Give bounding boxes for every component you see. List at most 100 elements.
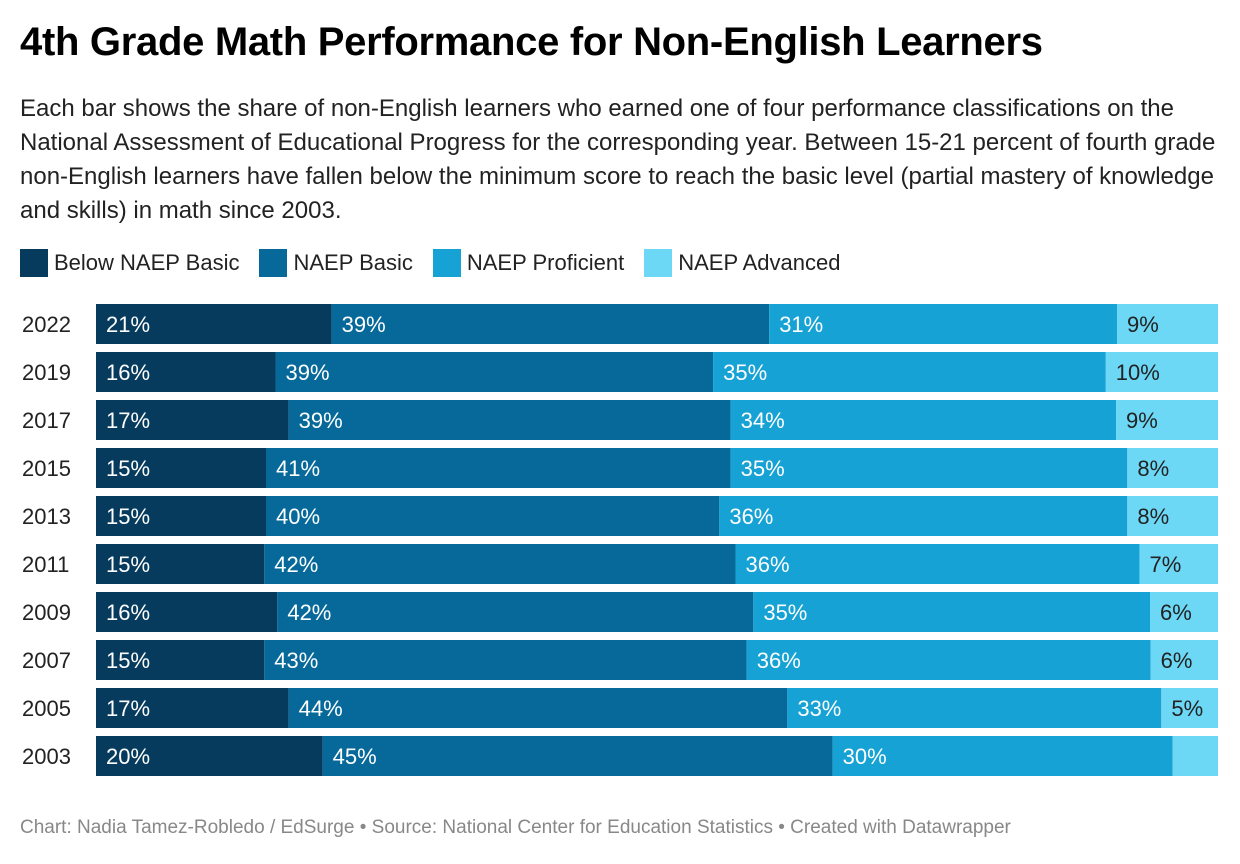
bar-segment — [288, 688, 788, 728]
data-label: 45% — [333, 744, 377, 769]
data-label: 36% — [757, 648, 801, 673]
data-label: 16% — [106, 360, 150, 385]
data-label: 16% — [106, 600, 150, 625]
category-label: 2013 — [22, 504, 71, 529]
category-label: 2019 — [22, 360, 71, 385]
bar-row: 2015 15% 41% 35% 8% — [22, 448, 1218, 488]
bar-segment — [1172, 736, 1218, 776]
chart-footer: Chart: Nadia Tamez-Robledo / EdSurge • S… — [20, 817, 1011, 838]
legend-label: Below NAEP Basic — [54, 250, 240, 275]
bar-row: 2022 21% 39% 31% 9% — [22, 304, 1218, 344]
bar-segment — [735, 544, 1140, 584]
bar-segment — [96, 688, 289, 728]
bar-segment — [787, 688, 1162, 728]
legend-label: NAEP Basic — [293, 250, 413, 275]
bar-segment — [96, 736, 323, 776]
bar-segment — [275, 352, 714, 392]
data-label: 40% — [276, 504, 320, 529]
bar-row: 2011 15% 42% 36% 7% — [22, 544, 1218, 584]
data-label: 44% — [299, 696, 343, 721]
bar-row: 2017 17% 39% 34% 9% — [22, 400, 1218, 440]
data-label: 8% — [1137, 504, 1169, 529]
bar-row: 2007 15% 43% 36% 6% — [22, 640, 1218, 680]
bar-segment — [266, 496, 720, 536]
bar-segment — [277, 592, 754, 632]
bar-segment — [1139, 544, 1218, 584]
bar-segment — [96, 352, 276, 392]
bar-segment — [1105, 352, 1218, 392]
legend-swatch — [259, 249, 288, 277]
legend-label: NAEP Advanced — [678, 250, 841, 275]
bar-segment — [730, 400, 1116, 440]
bar-row: 2009 16% 42% 35% 6% — [22, 592, 1218, 632]
category-label: 2005 — [22, 696, 71, 721]
bar-segment — [753, 592, 1150, 632]
data-label: 35% — [763, 600, 807, 625]
data-label: 9% — [1127, 312, 1159, 337]
legend-swatch — [432, 249, 461, 277]
bar-segment — [1150, 640, 1218, 680]
data-label: 43% — [274, 648, 318, 673]
category-label: 2015 — [22, 456, 71, 481]
data-label: 33% — [797, 696, 841, 721]
bar-segment — [264, 544, 736, 584]
stacked-bar-chart: 2022 21% 39% 31% 9% 2019 16% 39% 35% 10% 2017 17% 39… — [22, 304, 1218, 776]
bar-segment — [96, 304, 332, 344]
bar-segment — [96, 448, 266, 488]
data-label: 7% — [1149, 552, 1181, 577]
bar-segment — [769, 304, 1118, 344]
legend-label: NAEP Proficient — [466, 250, 625, 275]
data-label: 6% — [1161, 648, 1193, 673]
bar-segment — [266, 448, 731, 488]
data-label: 21% — [106, 312, 150, 337]
bar-segment — [96, 592, 278, 632]
legend-item-basic: NAEP Basic — [259, 249, 413, 277]
data-label: 39% — [286, 360, 330, 385]
data-label: 36% — [729, 504, 773, 529]
category-label: 2007 — [22, 648, 71, 673]
data-label: 15% — [106, 504, 150, 529]
data-label: 35% — [723, 360, 767, 385]
data-label: 36% — [746, 552, 790, 577]
data-label: 42% — [287, 600, 331, 625]
bar-segment — [1117, 304, 1218, 344]
bar-segment — [96, 400, 289, 440]
data-label: 8% — [1137, 456, 1169, 481]
data-label: 20% — [106, 744, 150, 769]
bar-segment — [322, 736, 833, 776]
bar-row: 2003 20% 45% 30% — [22, 736, 1218, 776]
data-label: 6% — [1160, 600, 1192, 625]
legend-item-advanced: NAEP Advanced — [644, 249, 840, 277]
bar-segment — [96, 496, 266, 536]
data-label: 35% — [741, 456, 785, 481]
data-label: 39% — [342, 312, 386, 337]
data-label: 17% — [106, 408, 150, 433]
legend-item-below-basic: Below NAEP Basic — [20, 249, 239, 277]
category-label: 2009 — [22, 600, 71, 625]
category-label: 2003 — [22, 744, 71, 769]
bar-segment — [1116, 400, 1218, 440]
data-label: 39% — [299, 408, 343, 433]
chart-legend: Below NAEP Basic NAEP Basic NAEP Profici… — [20, 248, 860, 278]
bar-segment — [96, 640, 265, 680]
bar-segment — [1127, 448, 1218, 488]
legend-swatch — [20, 249, 48, 277]
bar-segment — [1127, 496, 1218, 536]
bar-segment — [288, 400, 731, 440]
bar-segment — [264, 640, 747, 680]
data-label: 30% — [843, 744, 887, 769]
bar-segment — [730, 448, 1128, 488]
category-label: 2017 — [22, 408, 71, 433]
bar-segment — [719, 496, 1128, 536]
bar-segment — [713, 352, 1106, 392]
data-label: 5% — [1171, 696, 1203, 721]
data-label: 42% — [274, 552, 318, 577]
data-label: 15% — [106, 456, 150, 481]
data-label: 15% — [106, 648, 150, 673]
category-label: 2011 — [22, 552, 69, 577]
data-label: 41% — [276, 456, 320, 481]
bar-segment — [832, 736, 1173, 776]
data-label: 15% — [106, 552, 150, 577]
bar-row: 2013 15% 40% 36% 8% — [22, 496, 1218, 536]
bar-row: 2019 16% 39% 35% 10% — [22, 352, 1218, 392]
